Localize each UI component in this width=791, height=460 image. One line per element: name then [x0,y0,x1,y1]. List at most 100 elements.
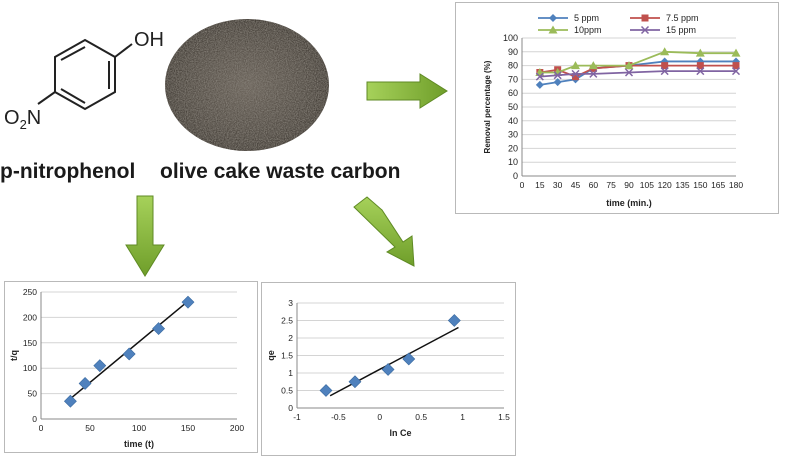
x-tick-label: 165 [711,180,725,190]
x-tick-label: -0.5 [331,412,346,422]
data-point [447,314,461,327]
removal-chart: 0 10 20 30 40 50 60 70 80 90 100 0 15 30 45 60 75 90 105 12… [455,2,779,214]
data-point-stroke [589,69,598,78]
y-tick-label: 200 [23,312,37,322]
x-tick-label: 0 [39,423,44,433]
y-tick-label: 50 [28,389,38,399]
legend-marker [641,14,649,22]
x-tick-label: 0 [520,180,525,190]
data-point [624,68,634,77]
arrow-diagonal-icon [353,196,415,267]
series-line [539,70,736,78]
y-axis-title: t/q [9,350,19,361]
arrow-down-icon [125,195,165,277]
x-tick-label: 200 [230,423,244,433]
data-point [696,67,705,76]
y-tick-label: 0 [513,171,518,181]
kinetics-chart: 0 50 100 150 200 250 0 50 100 150 200 time (t) t/q [4,281,258,453]
data-point-stroke [696,67,705,76]
y-tick-label: 60 [508,88,518,98]
legend-marker [640,25,650,35]
x-axis-title: ln Ce [389,428,411,438]
data-point [93,359,107,373]
data-point [535,72,544,81]
data-point [348,375,362,389]
data-point [553,78,562,87]
legend-marker-stroke [640,25,650,35]
data-point [553,71,562,80]
y-tick-label: 0.5 [281,386,293,396]
data-point [535,80,544,89]
olive-cake-caption: olive cake waste carbon [160,160,401,183]
data-point [731,48,741,57]
legend-marker [549,14,557,22]
x-tick-label: 120 [658,180,672,190]
x-tick-label: 90 [624,180,634,190]
y-tick-label: 2 [288,333,293,343]
x-tick-label: 150 [181,423,195,433]
x-tick-label: 180 [729,180,743,190]
x-tick-label: 30 [553,180,563,190]
y-tick-label: 20 [508,143,518,153]
y-tick-label: 10 [508,157,518,167]
y-tick-label: 80 [508,61,518,71]
x-tick-label: 60 [589,180,599,190]
y-tick-label: 2.5 [281,316,293,326]
hydroxyl-group: OH [134,29,164,51]
data-point [589,69,598,78]
y-tick-label: 150 [23,338,37,348]
p-nitrophenol-caption: p-nitrophenol [0,160,136,183]
y-tick-label: 0 [32,414,37,424]
y-axis-title: Removal percentage (%) [483,60,492,153]
y-tick-label: 3 [288,298,293,308]
nitro-group: O2N [4,107,41,132]
data-point [78,377,92,390]
data-point [402,352,416,366]
data-point-stroke [571,69,580,78]
y-tick-label: 40 [508,116,518,126]
data-point-stroke [624,68,634,77]
y-tick-label: 50 [508,102,518,112]
x-tick-label: 150 [693,180,707,190]
data-point [152,322,166,336]
kinetics-chart-plot: 0 50 100 150 200 250 0 50 100 150 200 time (t) t/q [9,287,244,449]
data-point [181,295,195,309]
y-tick-label: 70 [508,74,518,84]
legend-label: 10ppm [574,25,602,35]
removal-chart-plot: 0 10 20 30 40 50 60 70 80 90 100 0 15 30 45 60 75 90 105 12… [483,13,743,208]
data-point [661,62,669,70]
data-point [122,347,136,361]
x-tick-label: 1.5 [498,412,510,422]
data-point [624,61,634,70]
data-point [381,363,395,376]
legend-marker [548,25,558,34]
legend-label: 15 ppm [666,25,696,35]
y-tick-label: 90 [508,47,518,57]
x-tick-label: 135 [675,180,689,190]
x-tick-label: -1 [293,412,301,422]
data-point [660,47,670,56]
y-tick-label: 1 [288,368,293,378]
x-tick-label: 100 [132,423,146,433]
y-axis-title: qe [266,350,276,361]
x-tick-label: 15 [535,180,545,190]
y-tick-label: 30 [508,130,518,140]
y-tick-label: 250 [23,287,37,297]
data-point [319,384,333,397]
x-axis-title: time (t) [124,439,154,449]
x-tick-label: 0.5 [415,412,427,422]
x-tick-label: 105 [640,180,654,190]
data-point [63,394,77,408]
isotherm-chart-plot: 0 0.5 1 1.5 2 2.5 3 -1 -0.5 0 0.5 1 1.5 ln Ce qe [266,298,510,438]
x-tick-label: 45 [571,180,581,190]
y-tick-label: 0 [288,403,293,413]
data-point [732,62,740,70]
y-tick-label: 100 [23,363,37,373]
x-axis-title: time (min.) [606,198,652,208]
data-point [571,61,580,70]
data-point-stroke [660,67,669,76]
data-point-stroke [731,67,741,76]
p-nitrophenol-structure: OH O2N [4,29,164,132]
x-tick-label: 50 [85,423,95,433]
y-tick-label: 100 [503,33,518,43]
